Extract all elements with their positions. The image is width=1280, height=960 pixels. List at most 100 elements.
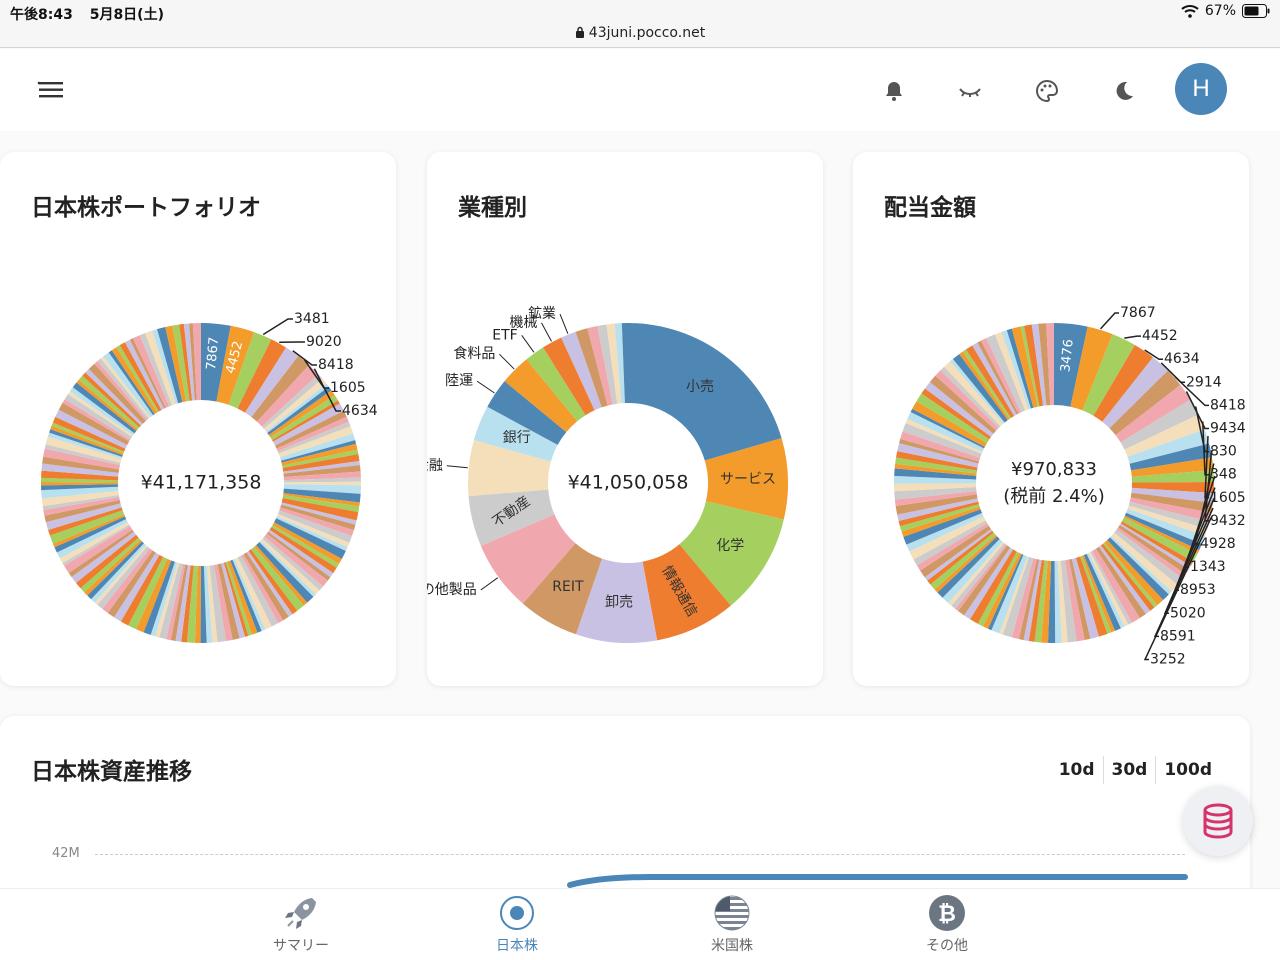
donut-slice[interactable] xyxy=(504,359,578,433)
donut-slice[interactable] xyxy=(261,374,323,429)
donut-slice[interactable] xyxy=(276,416,349,452)
donut-slice[interactable] xyxy=(897,443,979,468)
donut-slice[interactable] xyxy=(88,363,146,424)
donut-slice[interactable] xyxy=(69,387,135,436)
nav-japan-stocks[interactable]: 日本株 xyxy=(457,893,577,955)
donut-slice[interactable] xyxy=(924,528,993,581)
donut-slice[interactable] xyxy=(965,345,1015,418)
donut-slice[interactable] xyxy=(1080,555,1112,634)
donut-slice[interactable] xyxy=(170,564,188,641)
donut-slice[interactable] xyxy=(1041,560,1052,643)
sector-donut-chart[interactable]: ¥41,050,058小売サービス化学情報通信卸売REITその他製品不動産他金融… xyxy=(427,152,823,686)
donut-slice[interactable] xyxy=(280,504,356,531)
donut-slice[interactable] xyxy=(1054,323,1088,407)
donut-slice[interactable] xyxy=(143,560,175,635)
donut-slice[interactable] xyxy=(273,403,344,446)
donut-slice[interactable] xyxy=(994,331,1029,411)
donut-slice[interactable] xyxy=(42,494,120,510)
donut-slice[interactable] xyxy=(282,454,360,472)
donut-slice[interactable] xyxy=(1038,323,1051,406)
donut-slice[interactable] xyxy=(245,347,299,418)
donut-slice[interactable] xyxy=(54,516,127,553)
donut-slice[interactable] xyxy=(679,501,784,606)
donut-slice[interactable] xyxy=(254,545,308,606)
donut-slice[interactable] xyxy=(145,330,176,406)
donut-slice[interactable] xyxy=(64,525,133,574)
donut-slice[interactable] xyxy=(271,524,340,568)
donut-slice[interactable] xyxy=(1081,555,1116,633)
donut-slice[interactable] xyxy=(266,531,331,581)
donut-slice[interactable] xyxy=(274,518,346,559)
donut-slice[interactable] xyxy=(237,555,279,627)
donut-slice[interactable] xyxy=(124,339,165,410)
donut-slice[interactable] xyxy=(80,537,141,593)
donut-slice[interactable] xyxy=(949,358,1005,424)
donut-slice[interactable] xyxy=(899,504,980,532)
donut-slice[interactable] xyxy=(201,323,231,402)
donut-slice[interactable] xyxy=(150,561,178,637)
donut-slice[interactable] xyxy=(246,551,293,617)
donut-slice[interactable] xyxy=(257,364,319,427)
donut-slice[interactable] xyxy=(597,324,618,405)
donut-slice[interactable] xyxy=(91,543,146,603)
donut-slice[interactable] xyxy=(587,325,613,406)
donut-slice[interactable] xyxy=(159,563,184,640)
donut-slice[interactable] xyxy=(203,565,213,643)
donut-slice[interactable] xyxy=(1023,559,1042,641)
donut-slice[interactable] xyxy=(87,541,144,600)
donut-slice[interactable] xyxy=(281,498,359,521)
donut-slice[interactable] xyxy=(704,438,788,520)
donut-slice[interactable] xyxy=(97,358,149,420)
donut-slice[interactable] xyxy=(1034,560,1048,643)
donut-slice[interactable] xyxy=(155,562,180,638)
donut-slice[interactable] xyxy=(1006,328,1034,409)
donut-slice[interactable] xyxy=(895,494,978,515)
donut-slice[interactable] xyxy=(116,345,159,413)
donut-slice[interactable] xyxy=(213,564,233,642)
donut-slice[interactable] xyxy=(1118,525,1189,575)
donut-slice[interactable] xyxy=(1070,326,1113,411)
donut-slice[interactable] xyxy=(103,352,154,418)
donut-slice[interactable] xyxy=(543,337,595,416)
donut-slice[interactable] xyxy=(186,565,198,643)
donut-slice[interactable] xyxy=(52,416,126,452)
donut-slice[interactable] xyxy=(1109,535,1172,595)
donut-slice[interactable] xyxy=(241,554,284,624)
donut-slice[interactable] xyxy=(283,471,361,481)
donut-slice[interactable] xyxy=(1127,429,1210,464)
donut-slice[interactable] xyxy=(962,349,1012,419)
donut-slice[interactable] xyxy=(955,544,1008,612)
donut-slice[interactable] xyxy=(152,329,179,404)
donut-slice[interactable] xyxy=(43,497,120,516)
donut-slice[interactable] xyxy=(71,531,137,583)
donut-slice[interactable] xyxy=(41,486,119,499)
donut-slice[interactable] xyxy=(94,361,148,422)
donut-slice[interactable] xyxy=(913,520,988,566)
donut-slice[interactable] xyxy=(970,549,1017,624)
donut-slice[interactable] xyxy=(468,440,551,497)
donut-slice[interactable] xyxy=(1120,521,1194,566)
donut-slice[interactable] xyxy=(41,477,119,483)
donut-slice[interactable] xyxy=(58,402,130,445)
donut-slice[interactable] xyxy=(1114,529,1183,585)
donut-slice[interactable] xyxy=(102,548,153,614)
donut-slice[interactable] xyxy=(899,438,980,464)
donut-slice[interactable] xyxy=(1046,323,1054,406)
donut-slice[interactable] xyxy=(68,529,134,577)
donut-slice[interactable] xyxy=(1071,557,1099,639)
donut-slice[interactable] xyxy=(1119,523,1191,570)
donut-slice[interactable] xyxy=(189,323,197,401)
donut-slice[interactable] xyxy=(903,509,983,545)
donut-slice[interactable] xyxy=(264,533,328,587)
donut-slice[interactable] xyxy=(1131,487,1214,503)
donut-slice[interactable] xyxy=(85,368,143,426)
donut-slice[interactable] xyxy=(1011,326,1038,408)
donut-slice[interactable] xyxy=(72,382,137,434)
donut-slice[interactable] xyxy=(84,539,143,596)
donut-slice[interactable] xyxy=(894,475,977,484)
donut-slice[interactable] xyxy=(480,514,576,604)
donut-slice[interactable] xyxy=(223,562,249,637)
donut-slice[interactable] xyxy=(269,526,337,574)
donut-slice[interactable] xyxy=(53,514,125,548)
